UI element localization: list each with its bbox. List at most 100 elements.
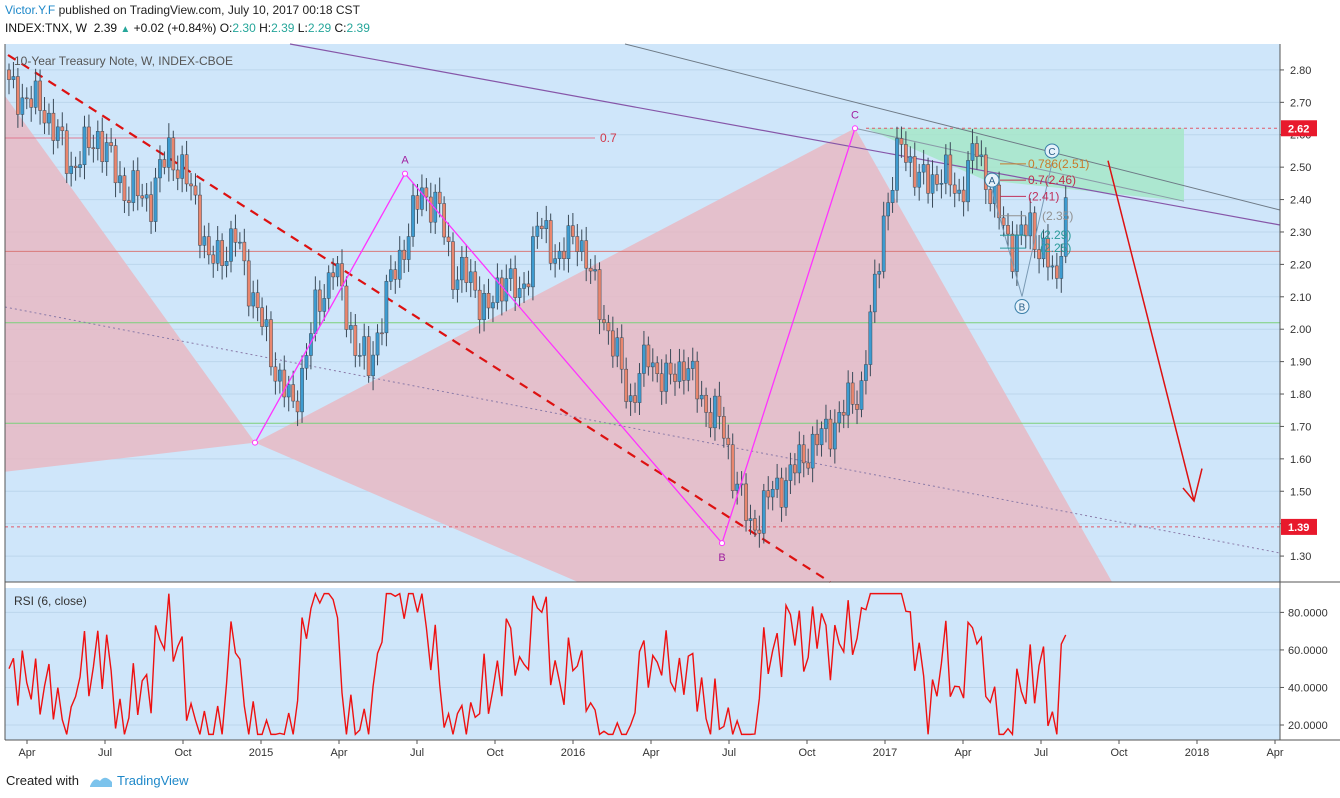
candle bbox=[602, 319, 606, 323]
arrow-head-icon bbox=[1182, 468, 1203, 503]
candle bbox=[926, 164, 930, 194]
candle bbox=[11, 76, 16, 80]
candle bbox=[428, 196, 433, 223]
pattern-point bbox=[252, 439, 258, 446]
candle bbox=[1015, 234, 1019, 272]
candle bbox=[118, 175, 122, 184]
candle bbox=[277, 369, 282, 382]
wave-circle bbox=[1044, 143, 1060, 159]
channel-line-outer bbox=[624, 43, 1281, 211]
time-tick-label: Oct bbox=[486, 747, 503, 759]
candle bbox=[473, 271, 478, 291]
price-tick-label: 1.70 bbox=[1290, 421, 1311, 433]
wave-path bbox=[991, 162, 1053, 297]
candle bbox=[704, 394, 708, 413]
candle bbox=[140, 195, 145, 199]
wave-label-a: A bbox=[989, 176, 996, 187]
candle bbox=[91, 147, 96, 149]
candle bbox=[912, 156, 917, 188]
candle bbox=[593, 269, 597, 272]
candle bbox=[393, 269, 398, 280]
candle bbox=[686, 368, 691, 381]
author-link[interactable]: Victor.Y.F bbox=[5, 3, 56, 17]
candle bbox=[180, 154, 185, 179]
candle bbox=[1054, 265, 1059, 279]
candle bbox=[246, 260, 251, 307]
time-tick-label: Apr bbox=[954, 747, 971, 759]
candle bbox=[269, 319, 273, 368]
price-tick-label: 2.70 bbox=[1290, 97, 1311, 109]
fib-label: 0.786(2.51) bbox=[1028, 157, 1089, 171]
pattern-point bbox=[719, 540, 725, 547]
candle bbox=[291, 384, 296, 402]
candle bbox=[846, 382, 851, 416]
time-tick-label: Oct bbox=[1110, 747, 1127, 759]
candle bbox=[997, 184, 1001, 219]
candle bbox=[482, 293, 486, 320]
candle bbox=[357, 355, 362, 357]
candle bbox=[988, 189, 993, 204]
candle bbox=[20, 97, 25, 115]
candle bbox=[726, 437, 731, 446]
fib-label: 0.7(2.46) bbox=[1028, 173, 1076, 187]
candle bbox=[127, 200, 131, 203]
candle bbox=[775, 477, 779, 490]
price-mark-badge bbox=[1281, 120, 1317, 137]
time-tick-label: Jul bbox=[98, 747, 112, 759]
candle bbox=[668, 362, 673, 375]
time-tick-label: 2017 bbox=[873, 747, 897, 759]
candle bbox=[64, 130, 69, 174]
candle bbox=[158, 159, 162, 179]
candle bbox=[260, 307, 264, 327]
candle bbox=[588, 267, 593, 272]
close-label: C: bbox=[334, 21, 347, 35]
candle bbox=[1023, 224, 1028, 237]
candle bbox=[859, 380, 864, 410]
candle bbox=[721, 416, 726, 439]
candle bbox=[837, 412, 842, 424]
last-price: 2.39 bbox=[93, 21, 118, 35]
candle bbox=[33, 80, 38, 108]
chart-title: 10-Year Treasury Note, W, INDEX-CBOE bbox=[14, 54, 233, 68]
candle bbox=[460, 256, 464, 281]
publish-line: Victor.Y.F published on TradingView.com,… bbox=[5, 3, 360, 17]
candle bbox=[682, 361, 686, 381]
pattern-label-b: B bbox=[718, 552, 725, 564]
candle bbox=[202, 236, 207, 246]
candle bbox=[406, 236, 411, 260]
candle bbox=[495, 277, 500, 303]
candle bbox=[251, 292, 256, 307]
price-mark-badge bbox=[1281, 518, 1317, 535]
candle bbox=[748, 518, 753, 521]
fib-label: (2.29) bbox=[1040, 228, 1071, 242]
candle bbox=[779, 477, 784, 508]
candle bbox=[784, 480, 788, 508]
candle bbox=[850, 382, 855, 405]
tradingview-logo-icon[interactable] bbox=[88, 772, 114, 790]
candle bbox=[220, 240, 224, 266]
candle bbox=[695, 360, 700, 400]
candle bbox=[375, 332, 380, 356]
candle bbox=[855, 404, 859, 410]
candle bbox=[420, 187, 424, 210]
price-mark-label: 1.39 bbox=[1288, 522, 1309, 534]
candle bbox=[402, 249, 407, 260]
candle bbox=[633, 395, 637, 403]
candle bbox=[571, 225, 575, 237]
candle bbox=[1037, 249, 1041, 260]
candle bbox=[619, 337, 624, 370]
candle bbox=[961, 189, 966, 203]
candle bbox=[264, 319, 269, 327]
time-tick-label: Jul bbox=[722, 747, 736, 759]
tradingview-link[interactable]: TradingView bbox=[117, 773, 189, 788]
candle bbox=[793, 464, 797, 474]
candle bbox=[366, 336, 371, 377]
wave-circle bbox=[1014, 299, 1030, 315]
fib-label: (2.35) bbox=[1042, 209, 1073, 223]
candle bbox=[646, 344, 651, 368]
candle bbox=[424, 187, 429, 198]
candle bbox=[344, 285, 349, 330]
rsi-tick-label: 80.0000 bbox=[1288, 607, 1328, 619]
candle bbox=[770, 489, 775, 498]
